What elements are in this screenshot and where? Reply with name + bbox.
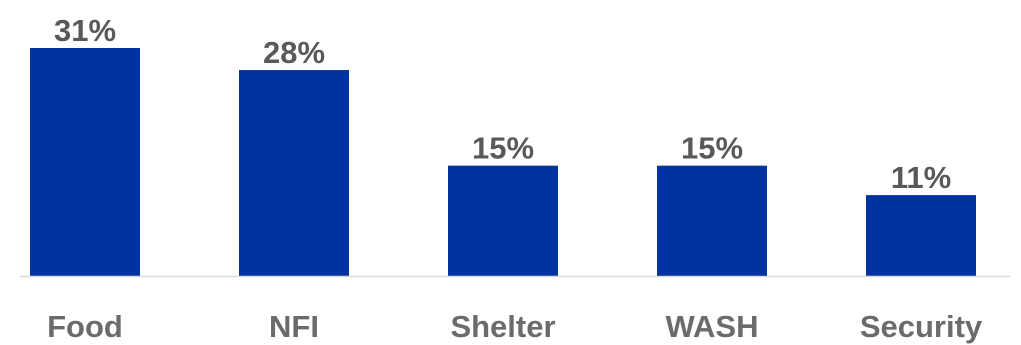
bars-group: [30, 48, 976, 276]
category-labels-group: Food NFI Shelter WASH Security: [47, 309, 983, 344]
bar-security: [866, 195, 976, 276]
category-label-nfi: NFI: [269, 309, 319, 344]
bar-wash: [657, 165, 767, 276]
value-label-food: 31%: [54, 13, 116, 48]
category-label-shelter: Shelter: [450, 309, 555, 344]
bar-nfi: [239, 70, 349, 276]
value-labels-group: 31% 28% 15% 15% 11%: [54, 13, 951, 195]
value-label-nfi: 28%: [263, 35, 325, 70]
bar-shelter: [448, 165, 558, 276]
category-label-security: Security: [860, 309, 983, 344]
category-label-food: Food: [47, 309, 123, 344]
category-label-wash: WASH: [666, 309, 759, 344]
value-label-shelter: 15%: [472, 131, 534, 166]
bar-food: [30, 48, 140, 276]
value-label-wash: 15%: [681, 131, 743, 166]
value-label-security: 11%: [891, 160, 951, 195]
